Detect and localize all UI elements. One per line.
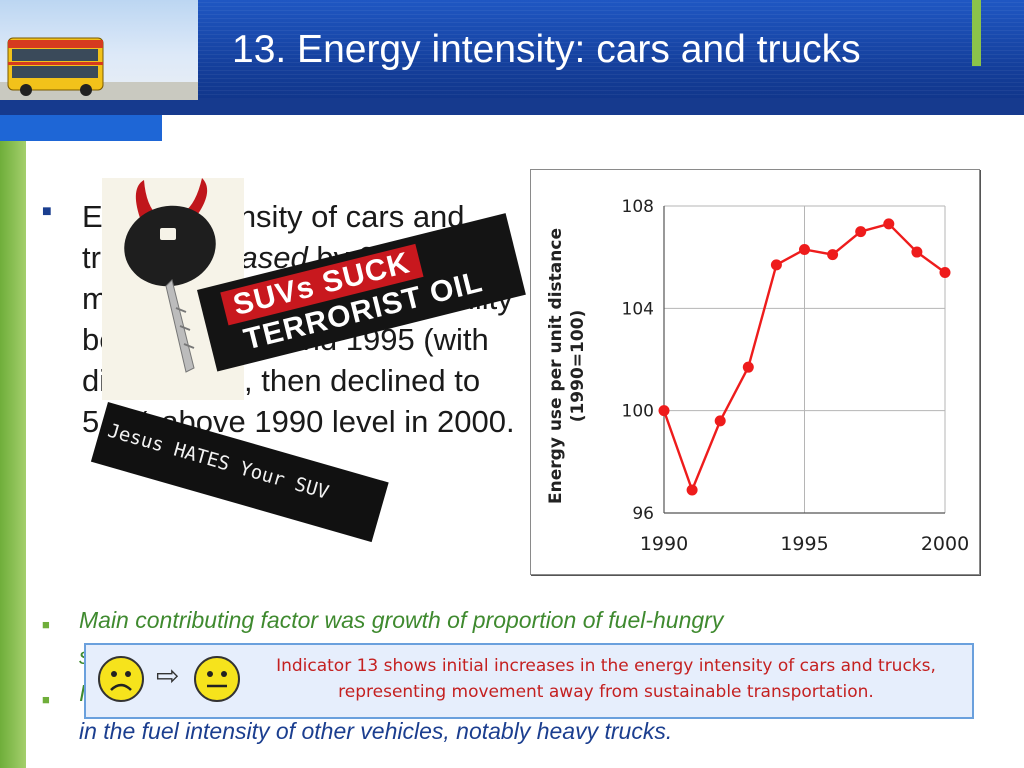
double-decker-bus-image <box>0 0 198 100</box>
chart-axes <box>663 206 945 514</box>
x-tick-label: 1990 <box>640 533 688 555</box>
y-axis-label-unit: (1990=100) <box>568 310 588 423</box>
y-tick-label: 104 <box>622 299 654 319</box>
data-point <box>855 226 867 238</box>
bullet-text-2-continued: in the fuel intensity of other vehicles,… <box>79 718 673 744</box>
data-point <box>883 218 895 230</box>
header-bottom-band <box>0 98 1024 115</box>
y-tick-label: 100 <box>622 402 654 422</box>
chart-canvas: 96 100 104 108 1990 1995 2000 Energy use per u… <box>546 197 970 555</box>
data-point <box>686 484 698 496</box>
y-axis-label: Energy use per unit distance <box>546 228 566 504</box>
data-point <box>911 246 923 258</box>
data-point <box>939 267 951 279</box>
y-tick-label: 108 <box>622 197 654 217</box>
x-tick-label: 1995 <box>780 533 828 555</box>
arrow-right-icon: ⇨ <box>156 660 180 691</box>
bullet-marker-3: ■ <box>42 692 50 707</box>
x-tick-label: 2000 <box>921 533 969 555</box>
bullet-marker: ■ <box>42 203 52 220</box>
data-point <box>827 249 839 261</box>
data-point <box>742 361 754 373</box>
chart-axis-label: Energy use per unit distance (1990=100) <box>546 228 588 504</box>
header-green-accent <box>972 0 981 66</box>
bullet-text-1: Main contributing factor was growth of p… <box>79 607 724 633</box>
data-point <box>799 243 810 255</box>
indicator-text-line2: representing movement away from sustaina… <box>338 682 874 702</box>
data-point <box>658 405 670 417</box>
neutral-face-icon <box>194 656 240 702</box>
indicator-text-line1: Indicator 13 shows initial increases in … <box>276 656 936 676</box>
data-point <box>714 415 726 427</box>
left-green-bar <box>0 141 26 768</box>
data-point <box>770 259 782 271</box>
bullet-marker-2: ■ <box>42 617 50 632</box>
chart-tick-labels: 96 100 104 108 1990 1995 2000 <box>622 197 970 555</box>
sad-face-icon <box>98 656 144 702</box>
slide-title: 13. Energy intensity: cars and trucks <box>232 28 861 71</box>
energy-intensity-chart: 96 100 104 108 1990 1995 2000 Energy use per u… <box>530 169 980 575</box>
accent-block <box>0 115 162 141</box>
y-tick-label: 96 <box>632 504 654 524</box>
bullet-text-2: I <box>79 680 86 706</box>
chart-series <box>658 218 951 496</box>
